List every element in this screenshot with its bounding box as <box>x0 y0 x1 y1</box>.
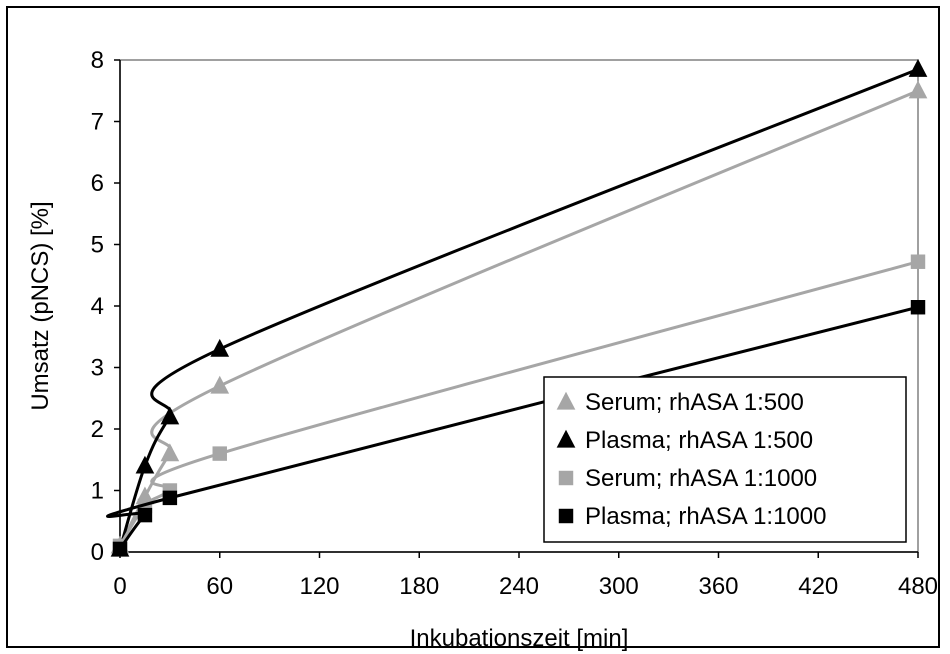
y-tick-label: 1 <box>91 478 104 505</box>
y-tick-label: 3 <box>91 355 104 382</box>
y-tick-label: 7 <box>91 109 104 136</box>
legend-entry: Plasma; rhASA 1:1000 <box>558 503 826 530</box>
y-tick-label: 6 <box>91 170 104 197</box>
data-point-triangle <box>210 375 230 394</box>
data-point-triangle <box>908 59 928 77</box>
x-tick-label: 480 <box>898 573 938 600</box>
y-ticks: 0 1 2 3 4 5 6 7 8 <box>91 47 120 566</box>
legend-triangle-marker <box>556 429 576 448</box>
legend-label: Plasma; rhASA 1:1000 <box>585 503 826 530</box>
legend-entry: Serum; rhASA 1:500 <box>556 389 804 416</box>
legend-label: Plasma; rhASA 1:500 <box>585 427 813 454</box>
data-point-triangle <box>160 406 180 425</box>
legend-box <box>543 376 907 543</box>
legend: Serum; rhASA 1:500 Plasma; rhASA 1:500 Ser… <box>543 376 907 543</box>
y-tick-label: 0 <box>91 539 104 566</box>
legend-entry: Plasma; rhASA 1:500 <box>556 427 813 454</box>
y-axis-title: Umsatz (pNCS) [%] <box>27 201 54 410</box>
data-point-triangle <box>210 338 230 357</box>
x-tick-label: 120 <box>299 573 339 600</box>
x-tick-label: 180 <box>399 573 439 600</box>
data-point-square <box>112 541 128 557</box>
x-tick-label: 420 <box>798 573 838 600</box>
x-tick-label: 60 <box>206 573 233 600</box>
y-tick-label: 2 <box>91 416 104 443</box>
legend-entry: Serum; rhASA 1:1000 <box>558 465 817 492</box>
x-tick-label: 360 <box>698 573 738 600</box>
legend-label: Serum; rhASA 1:1000 <box>585 465 817 492</box>
data-point-square <box>910 300 926 315</box>
y-tick-label: 8 <box>91 47 104 74</box>
data-point-triangle <box>908 80 928 99</box>
y-tick-label: 4 <box>91 293 104 320</box>
x-tick-label: 240 <box>499 573 539 600</box>
legend-triangle-marker <box>556 391 576 410</box>
legend-square-marker <box>558 470 574 486</box>
legend-square-marker <box>558 508 574 524</box>
x-tick-label: 0 <box>113 573 126 600</box>
series-layer <box>106 59 928 557</box>
data-point-triangle <box>160 443 180 462</box>
data-point-square <box>910 254 926 269</box>
legend-label: Serum; rhASA 1:500 <box>585 389 804 416</box>
data-point-triangle <box>135 455 155 474</box>
x-ticks: 0 60 120 180 240 300 360 420 480 <box>113 552 938 600</box>
data-point-square <box>162 490 178 506</box>
x-tick-label: 300 <box>599 573 639 600</box>
data-point-square <box>212 446 227 461</box>
data-point-square <box>137 507 153 523</box>
series-4 <box>106 300 926 557</box>
x-axis-title: Inkubationszeit [min] <box>410 625 629 652</box>
y-tick-label: 5 <box>91 232 104 259</box>
